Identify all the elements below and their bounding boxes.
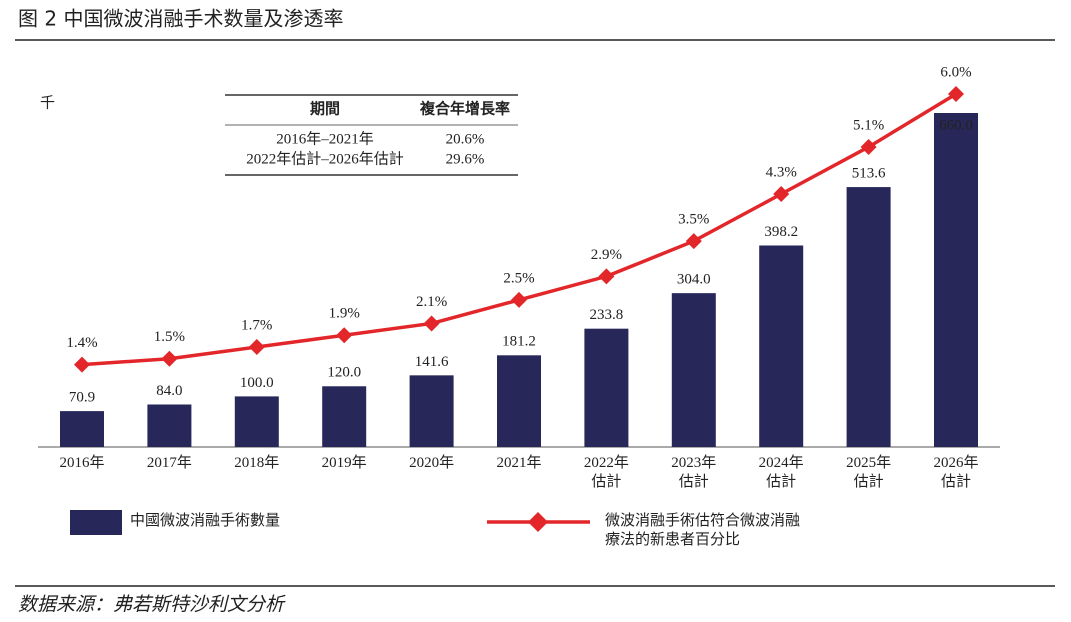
bar (322, 386, 367, 447)
marker (161, 350, 178, 367)
marker (948, 86, 964, 102)
data-label: 2.9% (591, 247, 622, 263)
data-label: 1.7% (241, 317, 272, 333)
x-tick-label: 2016年 (59, 455, 105, 471)
x-tick-label: 2023年 估計 (671, 455, 717, 490)
x-tick-label: 2018年 (234, 455, 280, 471)
marker (511, 291, 527, 308)
table-header: 複合年增長率 (419, 99, 510, 117)
x-tick-label: 2020年 (409, 455, 455, 471)
x-tick-label: 2024年 估計 (758, 455, 804, 490)
data-label: 100.0 (240, 375, 274, 391)
data-label: 304.0 (677, 272, 711, 288)
bar (584, 328, 629, 447)
bar (934, 113, 978, 447)
data-label: 84.0 (156, 383, 182, 399)
data-label: 513.6 (852, 166, 886, 182)
x-tick-label: 2025年 估計 (846, 455, 892, 490)
bar (147, 404, 192, 447)
legend-swatch (528, 512, 548, 532)
table-cell: 2016年–2021年 (276, 130, 374, 147)
data-label: 141.6 (415, 354, 449, 370)
marker (860, 138, 877, 155)
table-header: 期間 (310, 99, 340, 117)
bar (671, 293, 716, 447)
data-label: 120.0 (327, 365, 361, 381)
marker (336, 327, 353, 344)
marker (248, 338, 265, 355)
legend-label: 中國微波消融手術數量 (130, 513, 281, 529)
data-label: 181.2 (502, 334, 536, 350)
table-cell: 2022年估計–2026年估計 (246, 150, 404, 167)
marker (685, 233, 702, 250)
bar (846, 187, 891, 447)
x-tick-label: 2026年 估計 (933, 455, 979, 490)
data-label: 1.4% (66, 335, 97, 351)
data-label: 660.0 (939, 117, 973, 133)
line (81, 92, 957, 367)
x-tick-label: 2019年 (321, 455, 367, 471)
bar (497, 355, 541, 447)
bar (409, 375, 454, 447)
data-label: 2.1% (416, 294, 447, 310)
bar (759, 245, 804, 447)
data-label: 4.3% (766, 164, 797, 180)
table-cell: 20.6% (446, 131, 485, 147)
legend-label: 微波消融手術估符合微波消融 療法的新患者百分比 (605, 513, 801, 548)
data-label: 1.9% (329, 306, 360, 322)
data-label: 70.9 (69, 390, 95, 406)
source: 数据来源：弗若斯特沙利文分析 (18, 593, 286, 615)
data-label: 233.8 (590, 307, 624, 323)
marker (423, 315, 440, 332)
data-label: 3.5% (678, 212, 709, 228)
x-tick-label: 2022年 估計 (583, 455, 629, 490)
marker (598, 268, 615, 285)
bar (234, 396, 279, 447)
legend-swatch (70, 510, 122, 535)
bar (60, 411, 104, 447)
data-label: 398.2 (764, 224, 798, 240)
data-label: 6.0% (940, 64, 971, 80)
chart-title: 图 2 中国微波消融手术数量及渗透率 (18, 7, 343, 31)
marker (773, 186, 790, 203)
data-label: 5.1% (853, 117, 884, 133)
unit-label: 千 (40, 94, 55, 111)
x-tick-label: 2021年 (496, 455, 542, 471)
marker (74, 356, 90, 373)
data-label: 2.5% (503, 270, 534, 286)
data-label: 1.5% (154, 329, 185, 345)
table-cell: 29.6% (446, 151, 485, 167)
x-tick-label: 2017年 (146, 455, 192, 471)
